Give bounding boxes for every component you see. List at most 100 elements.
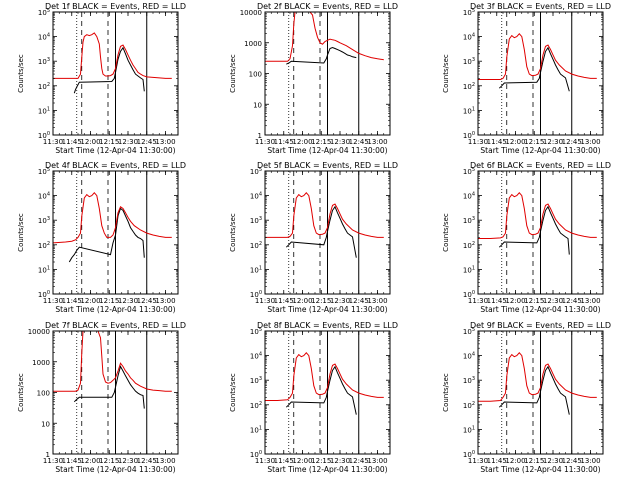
x-tick-label: 12:30 (330, 457, 350, 465)
lld-series-line (478, 192, 597, 239)
x-tick-label: 12:45 (349, 457, 369, 465)
x-tick-label: 12:45 (137, 297, 157, 305)
y-tick-label: 1000 (244, 40, 262, 48)
x-tick-label: 11:30 (255, 297, 275, 305)
x-tick-label: 12:45 (137, 457, 157, 465)
x-tick-label: 13:00 (580, 457, 600, 465)
x-tick-label: 12:00 (80, 457, 100, 465)
events-series-line (73, 46, 145, 94)
x-tick-label: 11:30 (255, 138, 275, 146)
x-tick-label: 12:45 (349, 297, 369, 305)
y-tick-label: 104 (463, 352, 475, 361)
y-tick-label: 104 (38, 33, 50, 42)
x-tick-label: 12:00 (292, 138, 312, 146)
panel-det-7: Det 7f BLACK = Events, RED = LLD 1 10 100 10… (17, 321, 186, 474)
y-tick-label: 101 (250, 265, 262, 274)
panel-det-6: Det 6f BLACK = Events, RED = LLD 100 101 10… (442, 161, 611, 314)
x-tick-label: 12:00 (292, 297, 312, 305)
x-axis-label: Start Time (12-Apr-04 11:30:00) (55, 465, 175, 474)
x-tick-label: 11:30 (43, 457, 63, 465)
y-tick-label: 100 (463, 450, 475, 459)
x-tick-label: 11:30 (43, 138, 63, 146)
y-tick-label: 10 (41, 420, 50, 428)
panel-det-1: Det 1f BLACK = Events, RED = LLD 100 101 10… (17, 2, 186, 155)
y-tick-label: 104 (38, 192, 50, 201)
y-tick-label: 102 (38, 241, 50, 250)
x-tick-label: 13:00 (367, 138, 387, 146)
y-tick-label: 101 (463, 425, 475, 434)
events-series-line (285, 205, 357, 258)
panel-det-4: Det 4f BLACK = Events, RED = LLD 100 101 10… (17, 161, 186, 314)
events-series-line (498, 365, 570, 415)
y-tick-label: 103 (38, 57, 50, 66)
y-tick-label: 105 (38, 8, 50, 17)
x-axis-label: Start Time (12-Apr-04 11:30:00) (480, 305, 600, 314)
panel-title: Det 2f BLACK = Events, RED = LLD (257, 2, 398, 11)
x-tick-label: 12:45 (562, 457, 582, 465)
y-tick-label: 100 (249, 71, 262, 79)
panel-title: Det 1f BLACK = Events, RED = LLD (45, 2, 186, 11)
lld-series-line (265, 192, 384, 238)
x-tick-label: 12:00 (292, 457, 312, 465)
y-tick-label: 100 (250, 450, 262, 459)
x-tick-label: 13:00 (580, 297, 600, 305)
x-tick-label: 13:00 (155, 138, 175, 146)
panel-det-2: Det 2f BLACK = Events, RED = LLD 1 10 100 10… (229, 2, 398, 155)
y-tick-label: 105 (463, 327, 475, 336)
y-tick-label: 102 (463, 241, 475, 250)
panel-title: Det 3f BLACK = Events, RED = LLD (470, 2, 611, 11)
x-tick-label: 12:15 (99, 297, 119, 305)
y-tick-label: 10000 (28, 328, 50, 336)
y-axis-label: Counts/sec (442, 54, 450, 93)
x-tick-label: 12:45 (349, 138, 369, 146)
x-tick-label: 11:30 (43, 297, 63, 305)
x-axis-label: Start Time (12-Apr-04 11:30:00) (55, 146, 175, 155)
y-axis-label: Counts/sec (229, 213, 237, 252)
y-tick-label: 105 (38, 167, 50, 176)
y-tick-label: 101 (38, 106, 50, 115)
x-tick-label: 11:30 (468, 457, 488, 465)
events-series-line (286, 46, 357, 65)
y-tick-label: 104 (463, 33, 475, 42)
x-tick-label: 12:30 (543, 297, 563, 305)
events-series-line (73, 365, 145, 409)
x-tick-label: 12:30 (543, 138, 563, 146)
x-tick-label: 12:45 (562, 297, 582, 305)
y-tick-label: 103 (250, 216, 262, 225)
y-tick-label: 105 (463, 167, 475, 176)
y-tick-label: 100 (250, 290, 262, 299)
x-tick-label: 13:00 (155, 457, 175, 465)
y-tick-label: 103 (463, 376, 475, 385)
x-tick-label: 13:00 (367, 297, 387, 305)
panel-det-5: Det 5f BLACK = Events, RED = LLD 100 101 10… (229, 161, 398, 314)
x-axis-label: Start Time (12-Apr-04 11:30:00) (480, 146, 600, 155)
x-axis-label: Start Time (12-Apr-04 11:30:00) (55, 305, 175, 314)
y-tick-label: 102 (250, 401, 262, 410)
y-tick-label: 104 (250, 352, 262, 361)
x-tick-label: 11:45 (487, 457, 507, 465)
y-tick-label: 100 (463, 131, 475, 140)
lld-series-line (265, 352, 384, 401)
y-tick-label: 103 (463, 57, 475, 66)
x-axis-label: Start Time (12-Apr-04 11:30:00) (267, 146, 387, 155)
y-tick-label: 105 (250, 327, 262, 336)
y-tick-label: 104 (250, 192, 262, 201)
panel-title: Det 9f BLACK = Events, RED = LLD (470, 321, 611, 330)
panel-det-8: Det 8f BLACK = Events, RED = LLD 100 101 10… (229, 321, 398, 474)
x-tick-label: 12:30 (118, 297, 138, 305)
x-tick-label: 12:15 (99, 457, 119, 465)
panel-title: Det 7f BLACK = Events, RED = LLD (45, 321, 186, 330)
events-series-line (498, 205, 570, 255)
y-tick-label: 100 (38, 131, 50, 140)
x-tick-label: 11:30 (468, 138, 488, 146)
x-tick-label: 11:45 (487, 138, 507, 146)
y-tick-label: 1000 (32, 359, 50, 367)
x-axis-label: Start Time (12-Apr-04 11:30:00) (480, 465, 600, 474)
x-tick-label: 12:45 (137, 138, 157, 146)
y-tick-label: 101 (38, 265, 50, 274)
panel-title: Det 8f BLACK = Events, RED = LLD (257, 321, 398, 330)
lld-series-line (478, 352, 597, 402)
events-series-line (68, 207, 145, 263)
x-tick-label: 12:00 (505, 457, 525, 465)
